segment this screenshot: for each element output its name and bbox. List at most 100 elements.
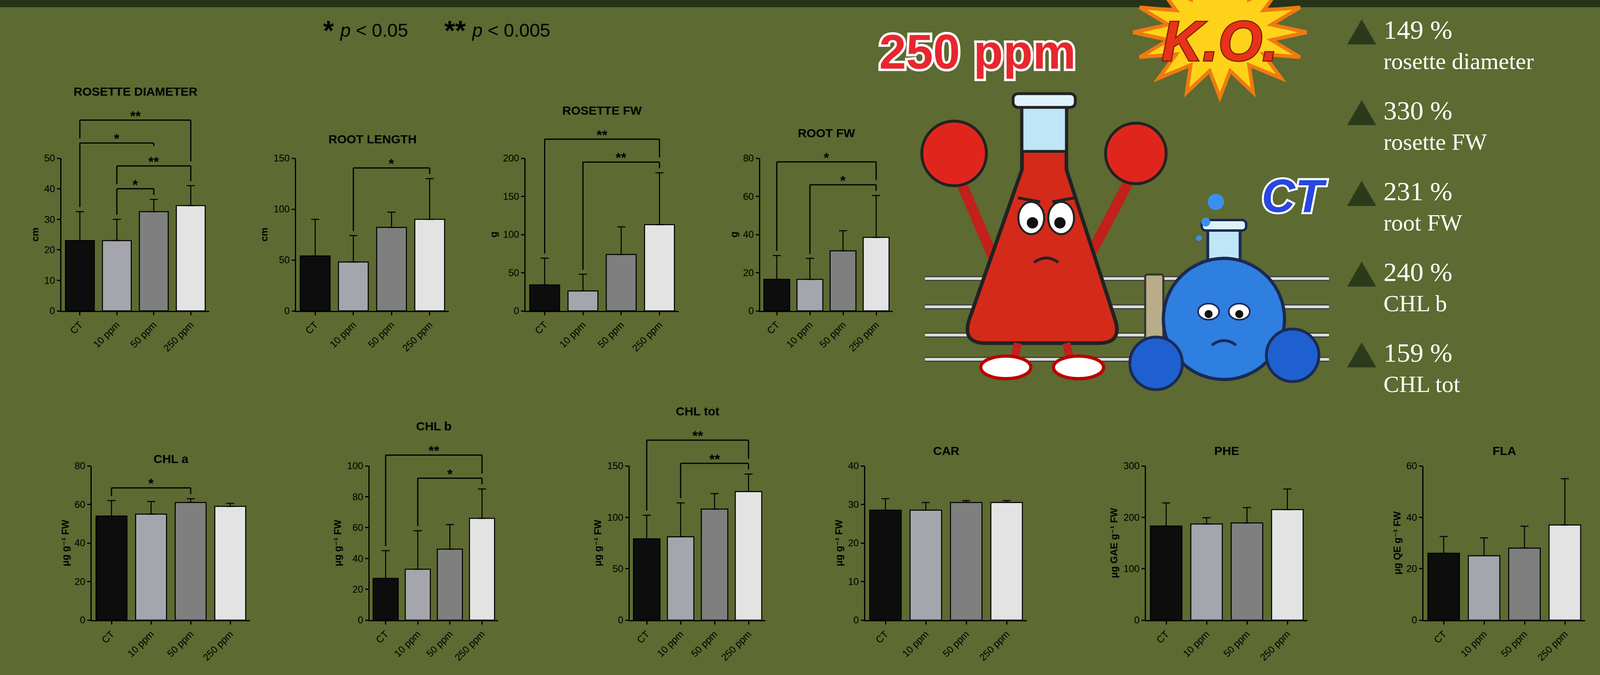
- svg-text:10 ppm: 10 ppm: [1458, 628, 1489, 660]
- svg-text:0: 0: [513, 305, 520, 317]
- svg-text:cm: cm: [258, 227, 270, 242]
- svg-text:100: 100: [346, 460, 364, 472]
- svg-text:250 ppm: 250 ppm: [630, 319, 665, 354]
- svg-text:10 ppm: 10 ppm: [557, 319, 588, 351]
- svg-text:50 ppm: 50 ppm: [365, 319, 397, 351]
- svg-text:60: 60: [74, 499, 86, 511]
- svg-text:ROOT FW: ROOT FW: [797, 126, 856, 140]
- svg-text:150: 150: [502, 191, 520, 202]
- svg-text:PHE: PHE: [1214, 444, 1240, 458]
- svg-text:10 ppm: 10 ppm: [125, 628, 156, 660]
- svg-text:CHL tot: CHL tot: [675, 404, 720, 419]
- svg-text:50: 50: [508, 267, 520, 279]
- svg-text:20: 20: [1406, 563, 1418, 575]
- svg-text:60: 60: [742, 191, 754, 202]
- svg-text:20: 20: [44, 244, 55, 256]
- svg-text:250 ppm: 250 ppm: [1257, 628, 1293, 664]
- svg-text:cm: cm: [29, 227, 41, 242]
- svg-text:CT: CT: [1431, 628, 1449, 646]
- svg-text:CT: CT: [873, 628, 891, 646]
- svg-text:0: 0: [1411, 614, 1418, 626]
- svg-text:100: 100: [1123, 563, 1140, 575]
- svg-text:μg g⁻¹ FW: μg g⁻¹ FW: [59, 519, 71, 567]
- svg-text:50 ppm: 50 ppm: [424, 628, 455, 660]
- svg-text:ROOT LENGTH: ROOT LENGTH: [328, 132, 417, 146]
- svg-text:K.O.: K.O.: [1161, 9, 1279, 73]
- svg-text:CT: CT: [1154, 628, 1172, 646]
- svg-text:10 ppm: 10 ppm: [392, 628, 423, 660]
- svg-text:CT: CT: [373, 628, 391, 646]
- svg-text:CT: CT: [532, 319, 550, 337]
- svg-text:10 ppm: 10 ppm: [654, 628, 686, 660]
- svg-text:250 ppm: 250 ppm: [846, 319, 881, 354]
- svg-text:10: 10: [44, 275, 55, 286]
- svg-text:**: **: [692, 428, 704, 444]
- svg-text:150: 150: [273, 152, 290, 164]
- svg-text:CHL a: CHL a: [153, 452, 189, 466]
- svg-text:60: 60: [1406, 460, 1418, 472]
- svg-text:10 ppm: 10 ppm: [327, 319, 359, 351]
- svg-text:0: 0: [284, 305, 290, 317]
- svg-text:50 ppm: 50 ppm: [164, 628, 196, 660]
- svg-text:250 ppm: 250 ppm: [400, 319, 435, 354]
- svg-text:30: 30: [847, 499, 859, 511]
- svg-text:50: 50: [278, 254, 290, 266]
- svg-text:50: 50: [44, 152, 55, 164]
- svg-text:*: *: [823, 149, 830, 166]
- svg-text:0: 0: [618, 614, 624, 626]
- svg-text:CAR: CAR: [933, 444, 960, 458]
- svg-text:μg g⁻¹ FW: μg g⁻¹ FW: [833, 519, 845, 567]
- svg-text:0: 0: [748, 305, 754, 317]
- svg-text:CT: CT: [67, 319, 85, 337]
- svg-text:200: 200: [1123, 512, 1140, 524]
- svg-text:40: 40: [847, 460, 859, 472]
- svg-text:10 ppm: 10 ppm: [899, 628, 931, 660]
- svg-text:40: 40: [74, 537, 86, 549]
- svg-text:40: 40: [44, 183, 55, 195]
- svg-text:150: 150: [607, 460, 624, 472]
- svg-text:50 ppm: 50 ppm: [595, 319, 627, 351]
- svg-text:**: **: [428, 443, 440, 459]
- svg-text:**: **: [148, 153, 160, 170]
- svg-text:FLA: FLA: [1492, 444, 1516, 458]
- svg-text:g: g: [728, 231, 740, 238]
- svg-text:250 ppm: 250 ppm: [200, 628, 236, 664]
- svg-text:100: 100: [273, 203, 290, 215]
- svg-text:250 ppm: 250 ppm: [161, 319, 196, 354]
- svg-text:μg g⁻¹ FW: μg g⁻¹ FW: [332, 519, 343, 567]
- svg-text:60: 60: [352, 522, 364, 534]
- svg-text:50 ppm: 50 ppm: [817, 319, 848, 351]
- svg-text:**: **: [615, 149, 627, 166]
- svg-text:100: 100: [607, 512, 624, 524]
- svg-text:40: 40: [742, 229, 754, 240]
- svg-text:100: 100: [502, 229, 520, 240]
- svg-text:20: 20: [742, 267, 754, 279]
- svg-text:CT: CT: [634, 628, 652, 646]
- svg-text:40: 40: [352, 553, 364, 565]
- svg-text:200: 200: [502, 152, 520, 164]
- svg-text:20: 20: [352, 584, 364, 596]
- svg-text:50 ppm: 50 ppm: [688, 628, 720, 660]
- svg-text:20: 20: [74, 576, 86, 588]
- svg-text:50 ppm: 50 ppm: [128, 319, 159, 351]
- svg-text:*: *: [388, 155, 395, 172]
- svg-text:μg GAE g⁻¹ FW: μg GAE g⁻¹ FW: [1108, 508, 1120, 579]
- svg-text:50 ppm: 50 ppm: [1221, 628, 1252, 660]
- svg-text:250 ppm: 250 ppm: [1535, 628, 1570, 664]
- svg-text:250 ppm: 250 ppm: [879, 24, 1077, 79]
- svg-text:*: *: [840, 172, 846, 189]
- svg-text:10: 10: [847, 576, 859, 588]
- svg-text:**: **: [709, 451, 721, 467]
- svg-text:CT: CT: [99, 628, 117, 646]
- svg-text:g: g: [487, 231, 499, 238]
- svg-text:CHL b: CHL b: [416, 419, 452, 434]
- svg-text:250 ppm: 250 ppm: [977, 628, 1012, 664]
- svg-text:ROSETTE DIAMETER: ROSETTE DIAMETER: [73, 84, 198, 99]
- svg-text:0: 0: [853, 614, 859, 626]
- svg-text:**: **: [596, 127, 608, 143]
- svg-text:40: 40: [1406, 512, 1418, 524]
- svg-text:0: 0: [357, 614, 364, 626]
- svg-text:**: **: [130, 108, 141, 124]
- svg-text:*: *: [132, 176, 139, 193]
- svg-text:10 ppm: 10 ppm: [784, 319, 815, 351]
